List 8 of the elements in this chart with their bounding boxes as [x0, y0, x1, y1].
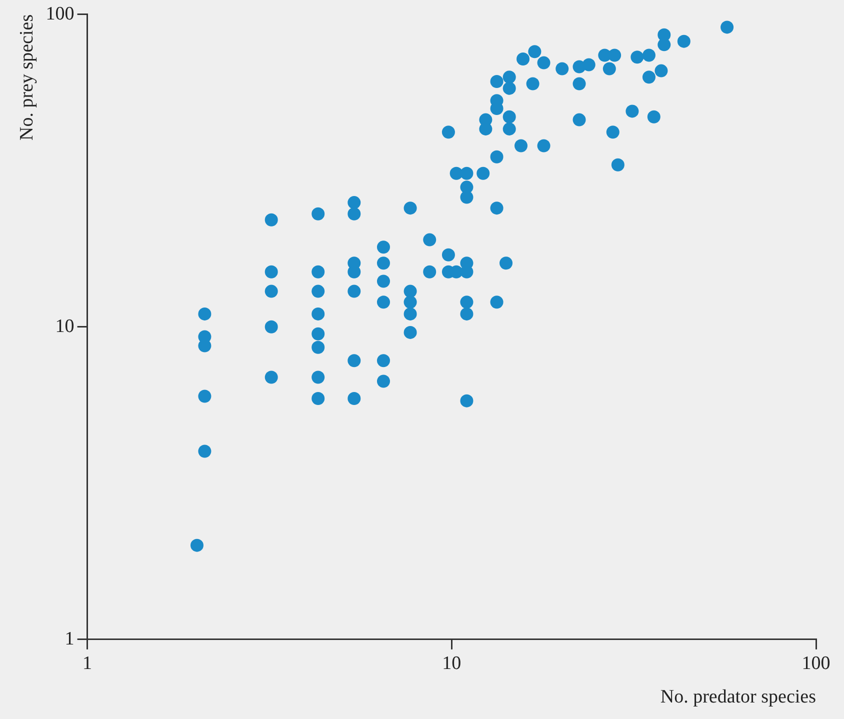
- x-tick-label: 100: [802, 652, 830, 674]
- x-axis-title: No. predator species: [660, 686, 816, 708]
- y-tick-label: 1: [64, 628, 74, 650]
- x-tick-label: 1: [82, 652, 92, 674]
- y-tick-label: 10: [55, 316, 74, 337]
- y-axis-title: No. prey species: [16, 14, 38, 141]
- x-tick-label: 10: [442, 652, 462, 674]
- y-tick-label: 100: [46, 3, 74, 24]
